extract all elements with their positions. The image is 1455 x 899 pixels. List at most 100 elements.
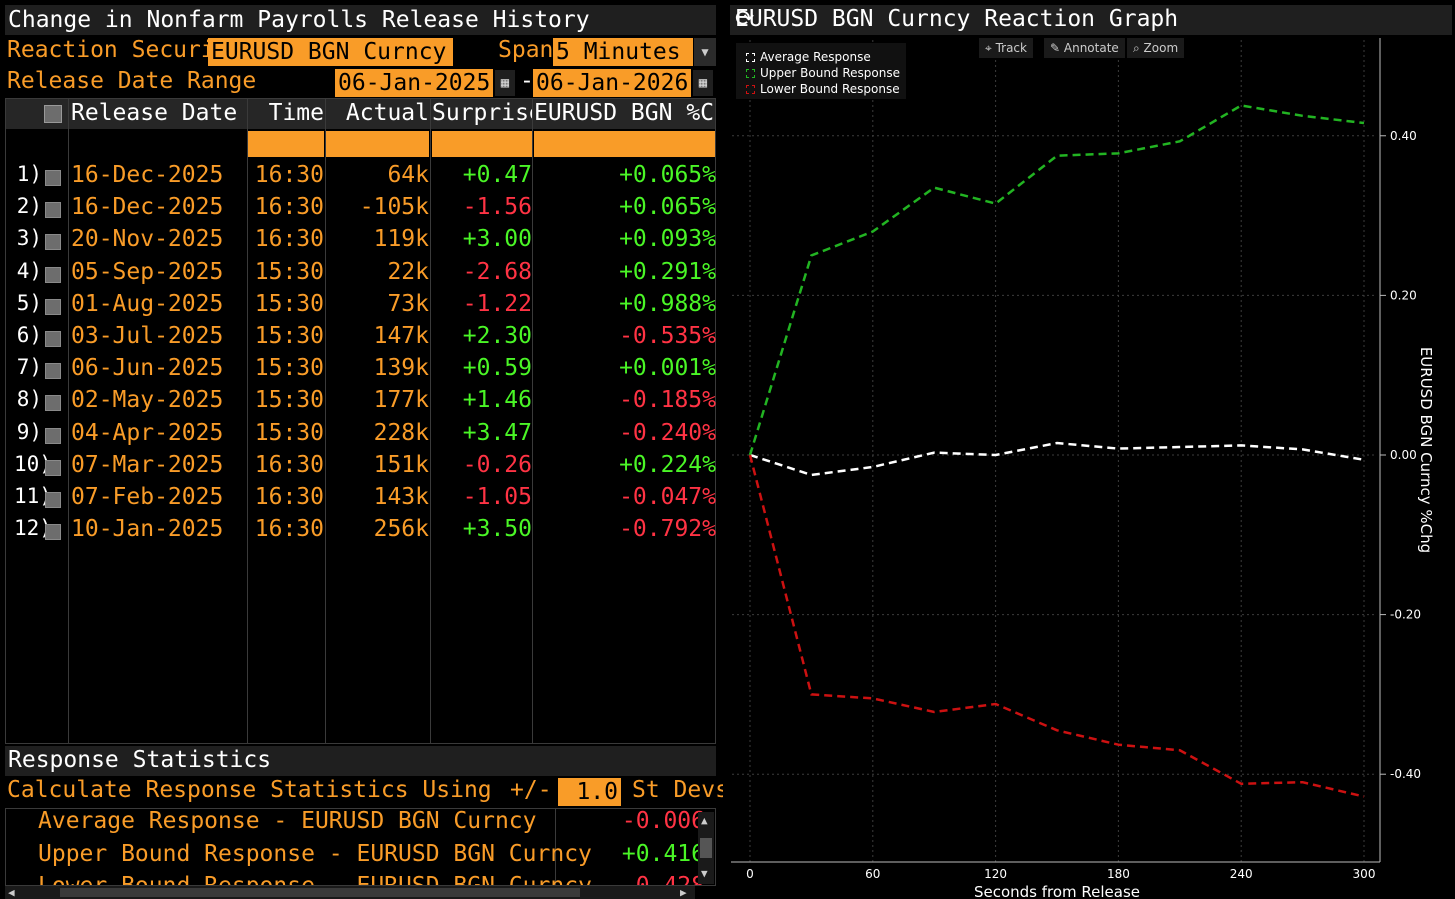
table-row[interactable]: 3) 20-Nov-2025 16:30 119k +3.00 +0.093%: [6, 226, 716, 258]
graph-title: EURUSD BGN Curncy Reaction Graph: [735, 6, 1179, 32]
table-row[interactable]: 5) 01-Aug-2025 15:30 73k -1.22 +0.988%: [6, 290, 716, 323]
row-checkbox[interactable]: [45, 395, 61, 412]
column-header-time[interactable]: Time: [268, 100, 324, 126]
column-header-surprise[interactable]: Surprise: [432, 100, 532, 126]
row-checkbox[interactable]: [45, 331, 61, 347]
span-label: Span: [498, 37, 554, 63]
release-date-cell: 03-Jul-2025: [71, 323, 224, 349]
plus-minus-label: +/-: [510, 777, 552, 803]
actual-cell: 147k: [373, 323, 429, 349]
row-checkbox[interactable]: [45, 170, 61, 186]
row-checkbox[interactable]: [45, 298, 61, 315]
release-date-cell: 07-Mar-2025: [71, 451, 224, 478]
table-row[interactable]: 11) 07-Feb-2025 16:30 143k -1.05 -0.047%: [6, 484, 716, 516]
span-select[interactable]: 5 Minutes: [553, 38, 693, 66]
x-tick-label: 120: [984, 867, 1007, 881]
column-header-release-date[interactable]: Release Date: [71, 100, 238, 126]
filter-time[interactable]: [248, 131, 324, 157]
filter-surprise[interactable]: [432, 131, 532, 157]
stats-vertical-scrollbar[interactable]: ▲ ▼: [698, 812, 714, 884]
table-row[interactable]: 2) 16-Dec-2025 16:30 -105k -1.56 +0.065%: [6, 194, 716, 226]
stdev-label: St Devs: [632, 777, 729, 803]
time-cell: 16:30: [254, 451, 324, 478]
actual-cell: 22k: [387, 258, 429, 285]
x-tick-label: 180: [1107, 867, 1130, 881]
panel-title-bar: Change in Nonfarm Payrolls Release Histo…: [5, 5, 716, 35]
surprise-cell: +0.47: [462, 162, 532, 188]
zoom-button[interactable]: ⌕ Zoom: [1127, 38, 1185, 58]
table-row[interactable]: 6) 03-Jul-2025 15:30 147k +2.30 -0.535%: [6, 323, 716, 355]
time-cell: 15:30: [254, 387, 324, 414]
table-row[interactable]: 4) 05-Sep-2025 15:30 22k -2.68 +0.291%: [6, 258, 716, 291]
release-date-cell: 06-Jun-2025: [71, 355, 224, 382]
row-checkbox[interactable]: [45, 524, 61, 541]
release-date-range-label: Release Date Range: [7, 68, 257, 94]
select-all-checkbox[interactable]: [44, 105, 62, 123]
chevron-down-icon[interactable]: ▼: [694, 38, 716, 66]
date-to-input[interactable]: 06-Jan-2026: [533, 69, 691, 97]
x-tick-label: 0: [746, 867, 754, 881]
annotate-button[interactable]: ✎ Annotate: [1044, 38, 1125, 58]
legend-swatch: [746, 69, 755, 78]
column-header-chg[interactable]: EURUSD BGN %Chg: [534, 100, 715, 126]
actual-cell: 177k: [373, 387, 429, 414]
chg-cell: -0.240%: [619, 419, 716, 446]
calendar-icon[interactable]: ▦: [495, 70, 515, 96]
scroll-thumb[interactable]: [60, 888, 580, 897]
table-row[interactable]: 10) 07-Mar-2025 16:30 151k -0.26 +0.224%: [6, 451, 716, 484]
scroll-up-icon[interactable]: ▲: [701, 814, 708, 827]
track-label: Track: [995, 41, 1027, 55]
stat-row-lower[interactable]: Lower Bound Response - EURUSD BGN Curncy…: [6, 873, 715, 885]
annotate-label: Annotate: [1063, 41, 1119, 55]
actual-cell: -105k: [359, 194, 429, 221]
actual-cell: 151k: [373, 451, 429, 478]
table-row[interactable]: 12) 10-Jan-2025 16:30 256k +3.50 -0.792%: [6, 516, 716, 548]
legend-item-average[interactable]: Average Response: [746, 49, 871, 65]
stats-horizontal-scrollbar[interactable]: ◀ ▶: [5, 886, 695, 899]
table-row[interactable]: 9) 04-Apr-2025 15:30 228k +3.47 -0.240%: [6, 419, 716, 452]
scroll-down-icon[interactable]: ▼: [701, 867, 708, 880]
column-header-actual[interactable]: Actual: [345, 100, 429, 126]
table-header: [6, 99, 715, 129]
legend-item-lower[interactable]: Lower Bound Response: [746, 81, 900, 97]
chg-cell: -0.047%: [619, 484, 716, 510]
legend-item-upper[interactable]: Upper Bound Response: [746, 65, 900, 81]
filter-chg[interactable]: [534, 131, 715, 157]
row-checkbox[interactable]: [45, 492, 61, 508]
scroll-thumb[interactable]: [700, 838, 712, 858]
actual-cell: 139k: [373, 355, 429, 382]
row-checkbox[interactable]: [45, 266, 61, 283]
response-statistics-bar: Response Statistics: [5, 746, 716, 776]
row-index: 8): [16, 387, 42, 412]
release-date-cell: 02-May-2025: [71, 387, 224, 414]
row-checkbox[interactable]: [45, 363, 61, 380]
date-from-input[interactable]: 06-Jan-2025: [335, 69, 493, 97]
filter-actual[interactable]: [326, 131, 429, 157]
scroll-left-icon[interactable]: ◀: [8, 886, 15, 899]
refresh-icon[interactable]: ⟳: [735, 6, 755, 32]
stat-row-average[interactable]: Average Response - EURUSD BGN Curncy -0.…: [6, 809, 715, 840]
graph-title-bar: EURUSD BGN Curncy Reaction Graph ⟳: [730, 5, 1452, 35]
stats-list: Average Response - EURUSD BGN Curncy -0.…: [5, 808, 716, 886]
magnifier-icon: ⌕: [1133, 41, 1144, 55]
scroll-right-icon[interactable]: ▶: [680, 886, 687, 899]
row-checkbox[interactable]: [45, 234, 61, 251]
table-row[interactable]: 8) 02-May-2025 15:30 177k +1.46 -0.185%: [6, 387, 716, 419]
track-button[interactable]: ⌖ Track: [979, 38, 1033, 58]
x-tick-label: 300: [1353, 867, 1376, 881]
time-cell: 15:30: [254, 290, 324, 317]
reaction-chart[interactable]: 0 60 120 180 240 300 0.40 0.20 0.00 -0.20 -0.40 Sec…: [723, 0, 1455, 899]
row-checkbox[interactable]: [45, 459, 61, 476]
calendar-icon[interactable]: ▦: [693, 70, 713, 96]
actual-cell: 256k: [373, 516, 429, 543]
row-checkbox[interactable]: [45, 427, 61, 444]
table-row[interactable]: 7) 06-Jun-2025 15:30 139k +0.59 +0.001%: [6, 355, 716, 387]
row-checkbox[interactable]: [45, 202, 61, 219]
stat-row-upper[interactable]: Upper Bound Response - EURUSD BGN Curncy…: [6, 841, 715, 873]
reaction-security-input[interactable]: EURUSD BGN Curncy: [208, 38, 453, 66]
table-row[interactable]: 1) 16-Dec-2025 16:30 64k +0.47 +0.065%: [6, 162, 716, 194]
stdev-input[interactable]: 1.0: [558, 778, 621, 806]
release-date-cell: 01-Aug-2025: [71, 290, 224, 317]
surprise-cell: -1.56: [462, 194, 532, 221]
zoom-label: Zoom: [1143, 41, 1179, 55]
